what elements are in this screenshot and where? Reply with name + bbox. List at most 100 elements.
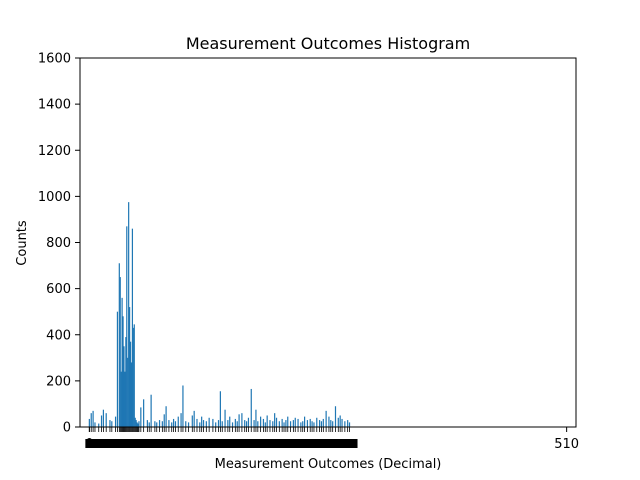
y-tick-label: 1400 xyxy=(38,98,71,113)
y-tick-label: 1200 xyxy=(38,144,71,159)
bar xyxy=(131,228,134,427)
bar xyxy=(275,417,278,427)
bar xyxy=(281,418,283,427)
bar xyxy=(238,414,240,427)
bar xyxy=(236,421,238,427)
x-axis-title: Measurement Outcomes (Decimal) xyxy=(215,457,442,472)
y-tick-label: 600 xyxy=(46,282,71,297)
bar xyxy=(121,297,123,427)
bar xyxy=(302,421,304,427)
bar xyxy=(119,277,121,427)
y-tick-label: 800 xyxy=(46,236,71,251)
bar xyxy=(163,414,165,427)
y-tick-label: 400 xyxy=(46,328,71,343)
bar xyxy=(244,420,246,427)
bar xyxy=(322,418,324,427)
bar xyxy=(92,410,94,427)
bar xyxy=(158,420,161,427)
bar xyxy=(137,423,139,427)
bar xyxy=(339,415,341,427)
x-tick-label: 510 xyxy=(554,437,579,452)
bar xyxy=(109,420,111,427)
bar xyxy=(102,409,104,427)
bar xyxy=(133,324,135,427)
bar xyxy=(255,409,257,427)
bar xyxy=(227,420,229,427)
bar xyxy=(289,421,292,427)
bar xyxy=(257,421,259,427)
bar xyxy=(129,307,131,427)
bar xyxy=(171,422,173,427)
bar xyxy=(100,415,103,427)
bar xyxy=(344,421,346,427)
plot-frame xyxy=(79,57,577,428)
bar xyxy=(146,420,148,427)
bar xyxy=(168,420,170,427)
bar xyxy=(341,418,343,427)
bar xyxy=(208,417,210,427)
bar xyxy=(196,418,198,427)
bar xyxy=(122,316,124,427)
y-tick-label: 1600 xyxy=(38,52,71,67)
bar xyxy=(124,371,126,427)
bar xyxy=(126,226,128,427)
bar xyxy=(215,422,217,427)
bar xyxy=(148,422,150,427)
bar xyxy=(143,399,145,427)
bar xyxy=(348,422,351,427)
bar xyxy=(231,422,234,427)
bar xyxy=(201,416,203,427)
bar xyxy=(150,394,152,427)
bar xyxy=(264,422,266,427)
bar xyxy=(253,420,255,427)
bar xyxy=(199,422,201,427)
bar xyxy=(114,416,117,427)
bar xyxy=(140,407,142,427)
bar xyxy=(229,416,231,427)
bar xyxy=(330,420,332,427)
y-tick-label: 0 xyxy=(63,421,71,436)
bar xyxy=(134,417,136,427)
bar xyxy=(294,417,296,427)
bar xyxy=(287,416,289,427)
y-tick-label: 1000 xyxy=(38,190,71,205)
bar xyxy=(285,420,287,427)
bar xyxy=(311,421,313,427)
bar xyxy=(202,420,205,427)
bar xyxy=(309,418,311,427)
overlapping-tick-labels xyxy=(85,439,358,448)
bars-group xyxy=(88,202,351,427)
bar xyxy=(187,422,190,427)
bar xyxy=(328,416,330,427)
bar xyxy=(292,420,294,427)
bar xyxy=(283,422,285,427)
y-tick-label: 200 xyxy=(46,374,71,389)
bar xyxy=(180,413,182,427)
bar xyxy=(118,263,120,427)
bar xyxy=(111,421,113,427)
bar xyxy=(116,311,119,427)
bar xyxy=(174,421,177,427)
chart-title: Measurement Outcomes Histogram xyxy=(186,34,470,53)
bar xyxy=(300,422,302,427)
bar xyxy=(224,409,226,427)
bar xyxy=(98,423,100,427)
bar xyxy=(247,417,250,427)
bar xyxy=(128,202,130,427)
y-axis-title: Counts xyxy=(15,220,30,266)
bar xyxy=(304,416,306,427)
bar xyxy=(245,421,248,427)
bar xyxy=(278,421,280,427)
bar xyxy=(193,410,195,427)
bar xyxy=(135,420,137,427)
x-tick-label: 0 xyxy=(85,437,93,452)
bar xyxy=(88,418,90,427)
bar xyxy=(205,421,207,427)
bar xyxy=(177,416,179,427)
bar xyxy=(217,420,220,427)
bar xyxy=(154,421,156,427)
bar xyxy=(234,418,236,427)
bar xyxy=(136,422,138,427)
